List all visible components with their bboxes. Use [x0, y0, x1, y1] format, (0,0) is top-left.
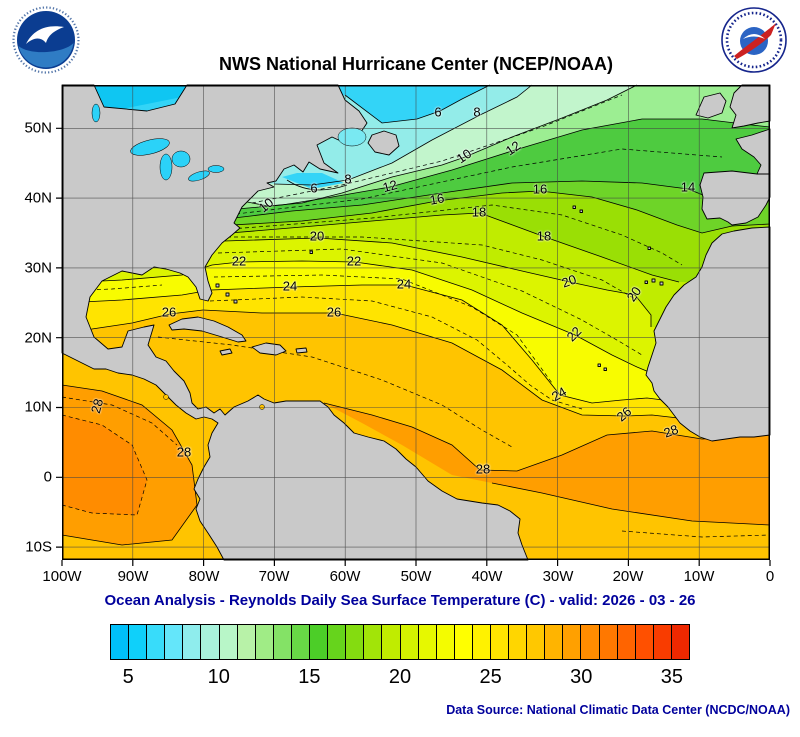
colorbar-cell	[183, 625, 202, 659]
colorbar-cell	[111, 625, 130, 659]
colorbar-tick-label: 15	[298, 666, 321, 688]
colorbar-cell	[382, 625, 401, 659]
sst-map-svg	[56, 84, 771, 566]
lon-axis-label: 40W	[471, 568, 503, 585]
colorbar-cell	[237, 625, 256, 659]
colorbar-cell	[454, 625, 473, 659]
lon-axis-label: 0	[765, 568, 775, 585]
colorbar-cell	[490, 625, 510, 659]
colorbar-ticks: 5 10 15 20 25 30 35	[110, 660, 690, 690]
lat-axis-label: 30N	[24, 259, 52, 277]
colorbar-cell	[581, 625, 600, 659]
colorbar-tick-label: 10	[207, 666, 230, 688]
lon-axis-label: 20W	[612, 568, 644, 585]
page-title: NWS National Hurricane Center (NCEP/NOAA…	[218, 54, 614, 74]
lat-axis-label: 0	[43, 468, 52, 486]
colorbar-cell	[255, 625, 274, 659]
lat-axis-label: 20N	[24, 329, 52, 347]
lon-axis-label: 10W	[683, 568, 715, 585]
colorbar-cell	[671, 625, 689, 659]
colorbar-tick-label: 20	[388, 666, 412, 688]
sst-map	[56, 84, 771, 566]
colorbar-tick-label: 30	[570, 666, 593, 688]
colorbar	[110, 624, 690, 660]
colorbar-cell	[545, 625, 564, 659]
colorbar-cell	[165, 625, 184, 659]
lat-axis-label: 10S	[25, 538, 52, 556]
lat-axis-label: 40N	[24, 189, 52, 207]
lat-axis-label: 50N	[24, 119, 52, 137]
colorbar-cell	[599, 625, 618, 659]
colorbar-cell	[201, 625, 220, 659]
colorbar-legend: 5 10 15 20 25 30 35	[110, 624, 690, 690]
colorbar-cell	[310, 625, 329, 659]
colorbar-cell	[436, 625, 455, 659]
colorbar-cell	[617, 625, 636, 659]
colorbar-cell	[400, 625, 419, 659]
colorbar-cell	[563, 625, 582, 659]
colorbar-cell	[418, 625, 437, 659]
lon-axis-label: 90W	[117, 568, 149, 585]
lon-axis-label: 30W	[542, 568, 574, 585]
colorbar-cell	[328, 625, 347, 659]
map-caption: Ocean Analysis - Reynolds Daily Sea Surf…	[104, 592, 696, 609]
colorbar-cell	[364, 625, 383, 659]
colorbar-cell	[273, 625, 292, 659]
colorbar-cell	[527, 625, 546, 659]
colorbar-cell	[129, 625, 148, 659]
colorbar-cell	[147, 625, 166, 659]
lon-axis-label: 80W	[188, 568, 220, 585]
colorbar-cell	[635, 625, 654, 659]
colorbar-cell	[472, 625, 491, 659]
colorbar-cell	[653, 625, 672, 659]
colorbar-tick-label: 25	[479, 666, 502, 688]
lon-axis-label: 50W	[400, 568, 432, 585]
colorbar-cell	[219, 625, 238, 659]
colorbar-cell	[291, 625, 311, 659]
colorbar-cell	[509, 625, 528, 659]
lat-axis-label: 10N	[24, 398, 52, 416]
nws-logo	[720, 6, 788, 79]
colorbar-tick-label: 35	[660, 666, 683, 688]
lon-axis-label: 100W	[42, 568, 82, 585]
data-source: Data Source: National Climatic Data Cent…	[446, 703, 790, 717]
lon-axis-label: 70W	[258, 568, 290, 585]
colorbar-tick-label: 5	[122, 666, 134, 688]
noaa-logo	[12, 6, 80, 79]
colorbar-cell	[346, 625, 365, 659]
lon-axis-label: 60W	[329, 568, 361, 585]
